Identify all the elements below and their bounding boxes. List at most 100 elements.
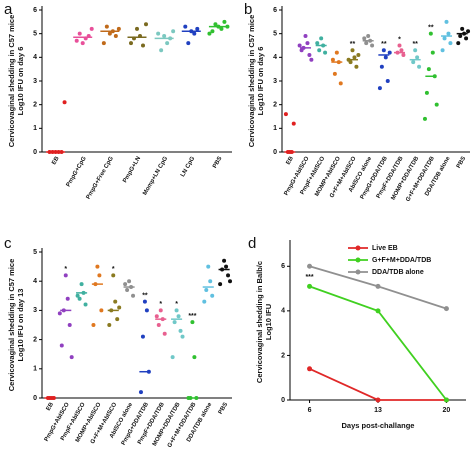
data-point: [350, 48, 355, 53]
significance: *: [398, 36, 401, 43]
data-point: [444, 19, 449, 24]
x-tick-label: PmpG+CpG: [66, 156, 88, 189]
data-point: [208, 279, 213, 284]
data-point: [159, 48, 164, 53]
data-point: [113, 34, 118, 39]
data-point: [352, 55, 357, 60]
y-tick-label: 2: [33, 102, 37, 109]
data-point: [356, 52, 361, 57]
data-point: [219, 26, 224, 31]
x-axis-label: Days post-challange: [342, 421, 415, 430]
data-point: [180, 334, 185, 339]
data-point: [172, 320, 177, 325]
series-point: [307, 366, 313, 372]
data-point: [210, 29, 215, 34]
y-tick-label: 6: [33, 7, 37, 14]
data-point: [178, 328, 183, 333]
panel-label: d: [248, 235, 256, 252]
data-point: [317, 48, 322, 53]
y-tick-label: 1: [33, 366, 37, 373]
x-tick-label: 20: [443, 407, 451, 414]
data-point: [370, 43, 375, 48]
x-tick-label: 6: [308, 407, 312, 414]
data-point: [210, 293, 215, 298]
series-point: [375, 283, 381, 289]
data-point: [57, 311, 62, 316]
legend-label: Live EB: [372, 245, 398, 252]
y-axis-label: Cervicovaginal shedding in C57 mice: [7, 15, 16, 148]
y-tick-label: 2: [281, 352, 285, 359]
x-tick-label: PBS: [456, 156, 467, 170]
data-point: [309, 57, 314, 62]
data-point: [62, 100, 67, 105]
y-tick-label: 2: [33, 336, 37, 343]
y-tick-label: 6: [281, 263, 285, 270]
series-point: [375, 397, 381, 403]
y-tick-label: 4: [33, 54, 37, 61]
data-point: [192, 31, 197, 36]
data-point: [222, 258, 227, 263]
data-point: [446, 31, 451, 36]
data-point: [195, 26, 200, 31]
data-point: [156, 323, 161, 327]
data-point: [411, 60, 416, 65]
significance: **: [381, 41, 387, 48]
data-point: [138, 390, 143, 395]
data-point: [362, 36, 367, 41]
y-tick-label: 4: [273, 54, 277, 61]
data-point: [176, 314, 181, 319]
data-point: [65, 296, 70, 301]
y-tick-label: 5: [33, 249, 37, 256]
data-point: [283, 112, 288, 117]
data-point: [89, 26, 94, 31]
data-point: [186, 41, 191, 46]
data-point: [80, 41, 85, 46]
data-point: [107, 31, 112, 36]
data-point: [315, 41, 320, 46]
data-point: [381, 48, 386, 53]
panel-label: a: [4, 1, 13, 18]
data-point: [63, 273, 68, 278]
data-point: [401, 52, 406, 57]
y-axis-label: Log10 IFU on day 6: [256, 47, 265, 116]
data-point: [192, 355, 197, 360]
data-point: [74, 38, 79, 43]
data-point: [144, 22, 148, 27]
x-tick-label: 13: [374, 407, 382, 414]
data-point: [299, 48, 304, 53]
data-point: [101, 41, 106, 46]
data-point: [67, 323, 72, 327]
data-point: [460, 26, 465, 31]
x-tick-label: EB: [286, 155, 296, 166]
series-point: [375, 308, 381, 314]
series-point: [307, 263, 313, 269]
data-point: [456, 41, 461, 46]
data-point: [131, 293, 136, 298]
significance: *: [112, 266, 115, 273]
x-tick-label: Momp+LN CpG: [142, 156, 169, 197]
y-tick-label: 2: [273, 102, 277, 109]
x-tick-label: LN CpG: [180, 156, 197, 179]
y-axis-label: Cervicovaginal shedding in Balb/c: [255, 261, 264, 383]
data-point: [330, 57, 335, 62]
y-tick-label: 1: [273, 125, 277, 132]
x-tick-label: PBS: [212, 156, 223, 170]
y-tick-label: 3: [33, 307, 37, 314]
y-tick-label: 3: [33, 78, 37, 85]
data-point: [125, 287, 130, 292]
data-point: [111, 273, 116, 278]
data-point: [323, 50, 328, 55]
data-point: [97, 273, 102, 278]
x-tick-label: PmpG+Free CpG: [86, 156, 115, 201]
data-point: [77, 31, 82, 36]
data-point: [218, 282, 223, 287]
data-point: [303, 34, 308, 39]
data-point: [338, 81, 343, 86]
data-point: [307, 52, 312, 57]
data-point: [141, 43, 145, 48]
data-point: [305, 41, 310, 46]
data-point: [135, 26, 139, 31]
y-tick-label: 0: [33, 395, 37, 402]
data-point: [399, 48, 404, 53]
